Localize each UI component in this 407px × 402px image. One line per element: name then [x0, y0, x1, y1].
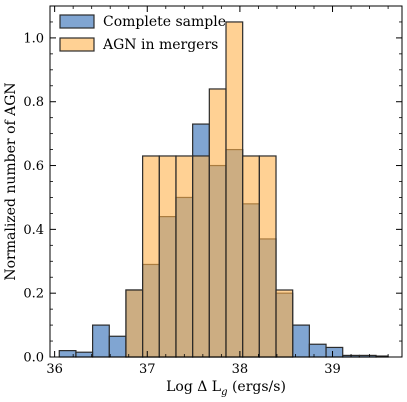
x-tick-label: 39: [324, 362, 341, 377]
complete-bar-1: [75, 351, 94, 358]
complete-bar-16: [325, 346, 344, 358]
agn-bar-1: [142, 155, 160, 358]
agn-bar-3: [175, 155, 194, 358]
agn-bar-7: [242, 155, 260, 358]
y-axis-label: Normalized number of AGN: [3, 82, 19, 280]
legend-swatch-agn-in-mergers: [59, 37, 95, 52]
y-tick-label: 0.6: [23, 159, 44, 174]
y-tick-label: 0.8: [23, 95, 44, 110]
legend-label-complete-sample: Complete sample: [103, 14, 226, 30]
agn-bar-9: [275, 289, 294, 358]
plot-frame: [49, 5, 403, 358]
agn-bar-4: [192, 155, 210, 358]
x-tick-label: 36: [46, 362, 63, 377]
agn-bar-8: [258, 155, 277, 358]
y-tick-label: 1.0: [23, 31, 44, 46]
y-tick-label: 0.0: [23, 351, 44, 366]
legend: Complete sample AGN in mergers: [59, 14, 226, 53]
legend-swatch-complete-sample: [59, 14, 95, 29]
y-tick-label: 0.4: [23, 223, 44, 238]
complete-bar-2: [92, 324, 110, 358]
complete-bar-3: [108, 335, 127, 358]
agn-bar-5: [208, 88, 227, 358]
agn-bar-2: [158, 155, 177, 358]
complete-bar-15: [308, 343, 327, 358]
agn-in-mergers-bars: [125, 21, 294, 358]
x-axis-label: Log Δ Lg (ergs/s): [166, 379, 286, 398]
complete-bar-14: [292, 324, 310, 358]
y-tick-label: 0.2: [23, 287, 44, 302]
agn-bar-6: [225, 21, 244, 358]
x-tick-label: 37: [139, 362, 156, 377]
tick-labels: 36 37 38 39 0.0 0.2 0.4 0.6 0.8 1.0: [23, 31, 340, 377]
legend-label-agn-in-mergers: AGN in mergers: [102, 37, 218, 53]
x-tick-label: 38: [232, 362, 249, 377]
agn-bar-0: [125, 289, 144, 358]
